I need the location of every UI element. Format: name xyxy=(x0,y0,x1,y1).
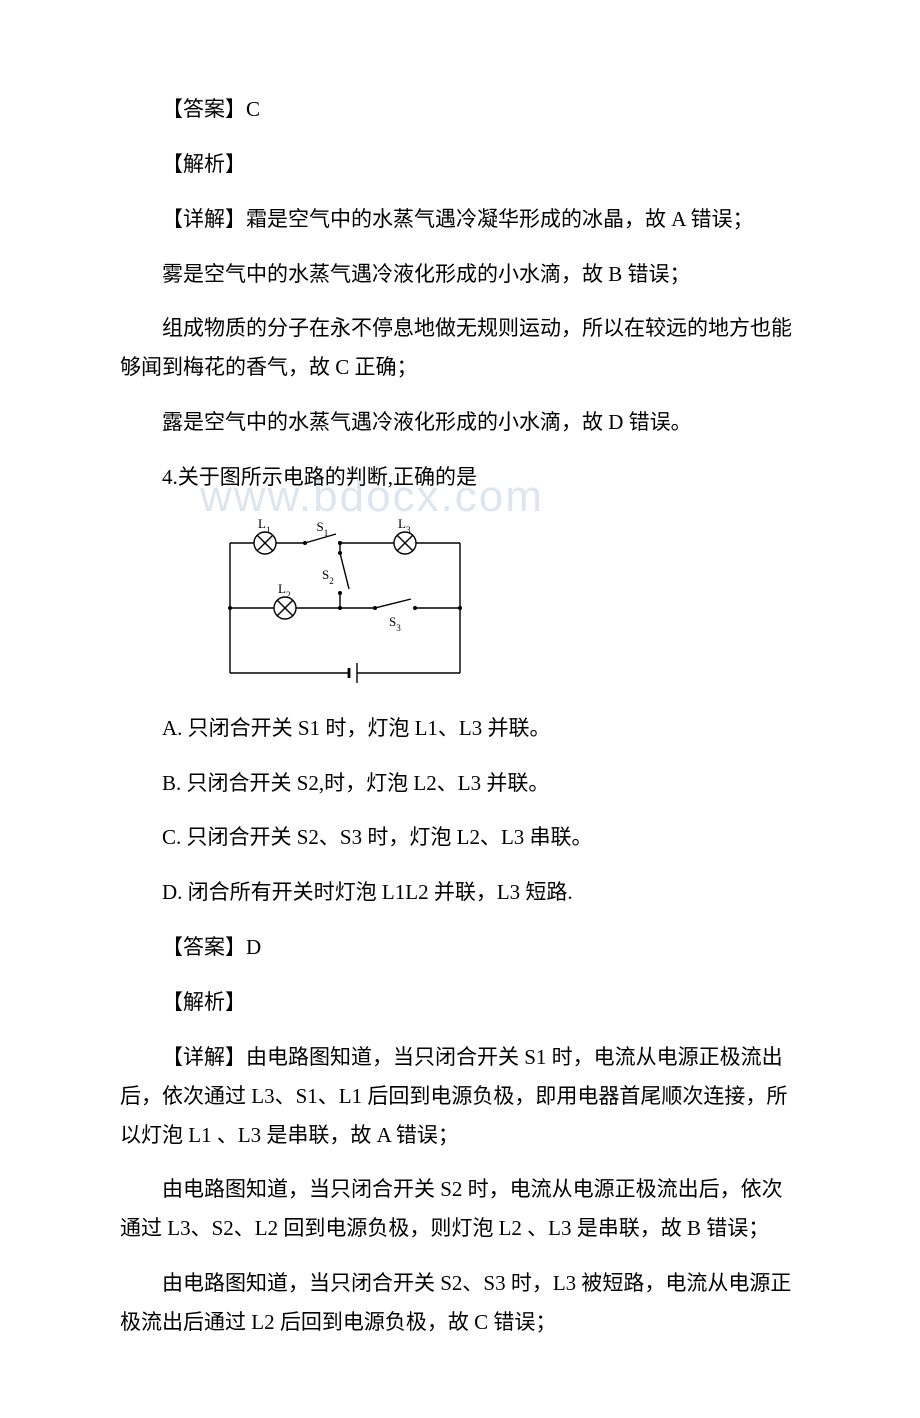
q4-analysis-label: 【解析】 xyxy=(120,983,800,1022)
svg-text:S3: S3 xyxy=(389,614,401,633)
page-content: 【答案】C 【解析】 【详解】霜是空气中的水蒸气遇冷凝华形成的冰晶，故 A 错误… xyxy=(120,90,800,1342)
q4-detail-a: 【详解】由电路图知道，当只闭合开关 S1 时，电流从电源正极流出后，依次通过 L… xyxy=(120,1038,800,1155)
q4-opt-a: A. 只闭合开关 S1 时，灯泡 L1、L3 并联。 xyxy=(120,709,800,748)
q3-detail-a: 【详解】霜是空气中的水蒸气遇冷凝华形成的冰晶，故 A 错误； xyxy=(120,200,800,239)
q4-opt-d: D. 闭合所有开关时灯泡 L1L2 并联，L3 短路. xyxy=(120,873,800,912)
q3-answer: 【答案】C xyxy=(120,90,800,129)
q4-opt-c: C. 只闭合开关 S2、S3 时，灯泡 L2、L3 串联。 xyxy=(120,818,800,857)
svg-text:S2: S2 xyxy=(322,567,334,586)
q4-answer: 【答案】D xyxy=(120,928,800,967)
q3-detail-d: 露是空气中的水蒸气遇冷液化形成的小水滴，故 D 错误。 xyxy=(120,403,800,442)
q4-stem: 4.关于图所示电路的判断,正确的是 xyxy=(120,458,800,497)
q4-opt-b: B. 只闭合开关 S2,时，灯泡 L2、L3 并联。 xyxy=(120,764,800,803)
circuit-svg: L1L3L2S1S2S3 xyxy=(210,513,480,693)
q4-detail-c: 由电路图知道，当只闭合开关 S2、S3 时，L3 被短路，电流从电源正极流出后通… xyxy=(120,1264,800,1342)
svg-text:S1: S1 xyxy=(317,519,329,538)
q4-detail-b: 由电路图知道，当只闭合开关 S2 时，电流从电源正极流出后，依次通过 L3、S2… xyxy=(120,1170,800,1248)
q3-analysis-label: 【解析】 xyxy=(120,145,800,184)
circuit-diagram: L1L3L2S1S2S3 xyxy=(210,513,800,693)
q3-detail-c: 组成物质的分子在永不停息地做无规则运动，所以在较远的地方也能够闻到梅花的香气，故… xyxy=(120,309,800,387)
q3-detail-b: 雾是空气中的水蒸气遇冷液化形成的小水滴，故 B 错误； xyxy=(120,255,800,294)
